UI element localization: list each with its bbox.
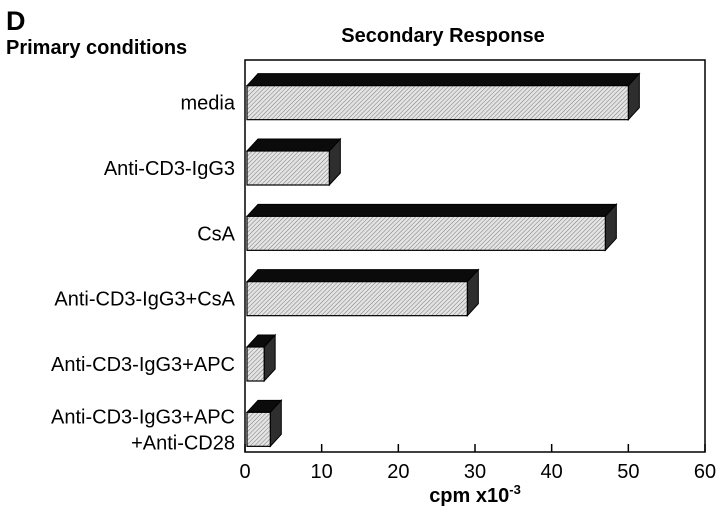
bar-front-face [246,346,265,382]
x-tick-label: 0 [239,461,250,483]
bar-front-face [246,85,629,121]
category-labels: media Anti-CD3-IgG3 CsA Anti-CD3-IgG3+CsA An… [51,93,236,455]
category-label: +Anti-CD28 [131,432,235,454]
x-axis-title-base: cpm x10 [429,485,509,507]
bar [245,72,641,121]
x-axis-title-exponent: -3 [509,482,521,497]
category-label: Anti-CD3-IgG3 [104,158,235,180]
panel-letter: D [6,6,26,36]
category-label: Anti-CD3-IgG3+APC [51,406,235,428]
chart-title: Secondary Response [341,25,544,47]
x-tick-label: 40 [541,461,563,483]
bar-front-face [246,215,606,251]
bar-top-face [245,203,618,217]
bar-top-face [245,73,641,87]
category-label: Anti-CD3-IgG3+APC [51,354,235,376]
bar [245,399,283,448]
bar [245,268,480,317]
x-tick-label: 60 [694,461,716,483]
bar-front-face [246,281,468,317]
bar [245,137,342,187]
category-label: media [181,93,236,115]
x-tick-label: 30 [464,461,486,483]
x-tick-label: 20 [387,461,409,483]
bar-top-face [245,269,480,283]
category-axis-title: Primary conditions [6,37,187,59]
category-label: Anti-CD3-IgG3+CsA [54,289,235,311]
bar-top-face [245,138,342,152]
x-axis-title: cpm x10-3 [429,482,521,507]
plot-area: media Anti-CD3-IgG3 CsA Anti-CD3-IgG3+CsA An… [51,59,716,483]
bars-group [245,72,641,448]
x-tick-label: 10 [311,461,333,483]
bar [245,203,618,252]
x-tick-label: 50 [617,461,639,483]
x-axis-ticks: 0 10 20 30 40 50 60 [239,444,716,483]
bar-front-face [246,150,330,186]
category-label: CsA [197,223,235,245]
bar-front-face [246,411,271,447]
bar [245,333,277,383]
